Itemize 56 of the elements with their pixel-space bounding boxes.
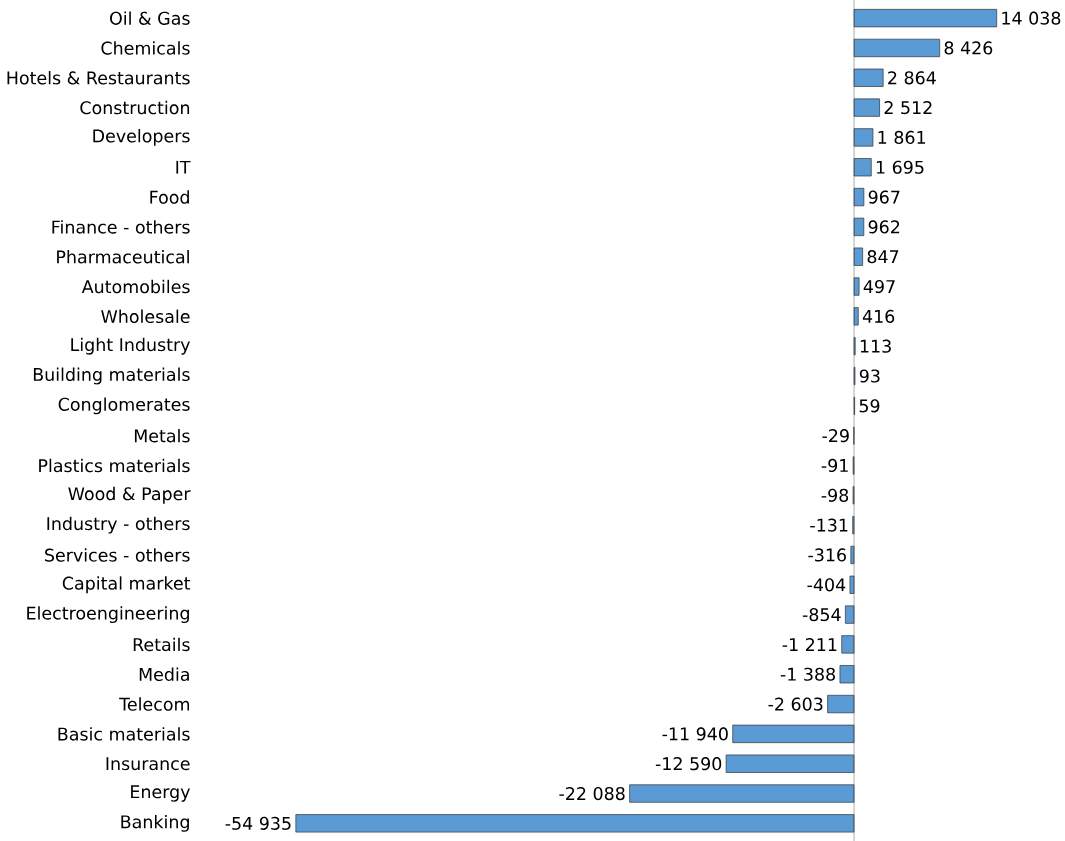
y-tick-label: Pharmaceutical [57, 249, 189, 264]
data-label: 8 426 [944, 41, 993, 55]
y-tick-label: Oil & Gas [110, 11, 190, 25]
y-tick-label: Wholesale [101, 309, 190, 323]
y-tick-label: Developers [93, 128, 190, 146]
y-tick-label: IT [176, 160, 191, 174]
data-label: -12 590 [655, 756, 722, 771]
data-label: 847 [867, 249, 899, 264]
data-label: -91 [821, 458, 848, 472]
y-tick-label: Retails [133, 637, 190, 651]
y-tick-label: Finance - others [52, 219, 190, 234]
y-tick-label: Conglomerates [58, 397, 190, 415]
y-tick-label: Automobiles [81, 279, 190, 294]
data-label: -2 603 [768, 697, 823, 711]
data-label: -22 088 [559, 786, 625, 800]
data-label: -11 940 [662, 727, 728, 741]
y-tick-label: Wood & Paper [68, 486, 191, 504]
y-tick-label: Media [139, 667, 189, 681]
data-label: 1 861 [878, 130, 926, 144]
y-tick-label: Basic materials [58, 726, 190, 741]
y-tick-label: Hotels & Restaurants [7, 70, 190, 85]
data-label: 967 [868, 190, 900, 204]
y-tick-label: Capital market [62, 576, 191, 593]
y-tick-label: Plastics materials [39, 458, 190, 472]
y-tick-label: Telecom [119, 697, 190, 711]
data-label: -316 [808, 548, 846, 562]
data-label: 497 [863, 279, 895, 293]
y-tick-label: Construction [80, 100, 190, 115]
data-label: 962 [868, 220, 900, 234]
data-label: -1 388 [780, 667, 835, 681]
data-label: -54 935 [225, 816, 291, 830]
y-tick-label: Chemicals [101, 40, 190, 55]
data-label: -98 [821, 488, 849, 502]
data-label: 1 695 [876, 160, 924, 174]
data-label: -29 [822, 428, 849, 443]
y-tick-label: Electroengineering [27, 605, 189, 623]
data-label: 2 512 [884, 100, 932, 114]
y-tick-label: Food [150, 190, 189, 204]
y-tick-label: Energy [131, 785, 190, 802]
data-label: 59 [859, 398, 880, 413]
y-tick-label: Industry - others [47, 516, 190, 534]
y-tick-label: Services - others [45, 547, 190, 562]
y-tick-label: Metals [134, 428, 190, 443]
data-label: 113 [860, 339, 891, 353]
y-tick-label: Building materials [33, 367, 190, 385]
y-tick-label: Insurance [106, 756, 190, 770]
y-tick-label: Banking [121, 814, 189, 832]
data-label: -404 [807, 577, 846, 592]
data-label: 14 038 [1002, 11, 1061, 25]
data-label: 2 864 [888, 70, 936, 85]
data-label: -1 211 [782, 637, 837, 651]
data-label: 93 [859, 369, 880, 383]
data-label: -854 [802, 607, 841, 621]
data-label: 416 [862, 309, 895, 323]
data-label: -131 [810, 518, 848, 532]
y-tick-label: Light Industry [71, 337, 190, 355]
